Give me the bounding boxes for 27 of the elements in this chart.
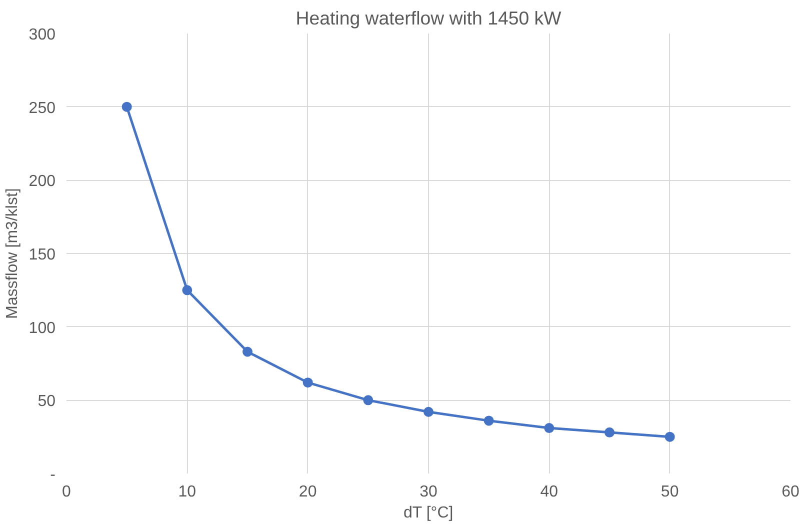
y-tick-label: 250: [28, 100, 56, 117]
point: [122, 102, 132, 112]
point: [242, 346, 252, 357]
x-tick-label: 60: [782, 484, 800, 500]
point: [484, 416, 494, 426]
x-tick-label: 0: [62, 484, 72, 500]
x-tick-label: 30: [420, 484, 438, 500]
y-tick-label: 200: [28, 173, 56, 190]
x-axis-title: dT [°C]: [404, 504, 454, 522]
x-tick-label: 50: [660, 484, 679, 500]
y-axis-title: Massflow [m3/klst]: [4, 188, 21, 319]
point: [604, 427, 614, 438]
point: [302, 378, 313, 388]
x-tick-label: 40: [540, 484, 558, 500]
y-tick-label: -: [50, 466, 56, 484]
y-tick-label: 300: [28, 26, 56, 44]
y-tick-label: 150: [28, 246, 56, 264]
chart-title: Heating waterflow with 1450 kW: [296, 8, 562, 28]
y-tick-label: 50: [38, 393, 56, 410]
x-tick-label: 10: [178, 484, 196, 500]
point: [424, 406, 434, 417]
x-tick-label: 20: [298, 484, 317, 500]
point: [664, 432, 675, 442]
y-tick-label: 100: [28, 320, 56, 337]
point: [182, 285, 192, 296]
point: [363, 395, 374, 406]
point: [544, 423, 554, 434]
